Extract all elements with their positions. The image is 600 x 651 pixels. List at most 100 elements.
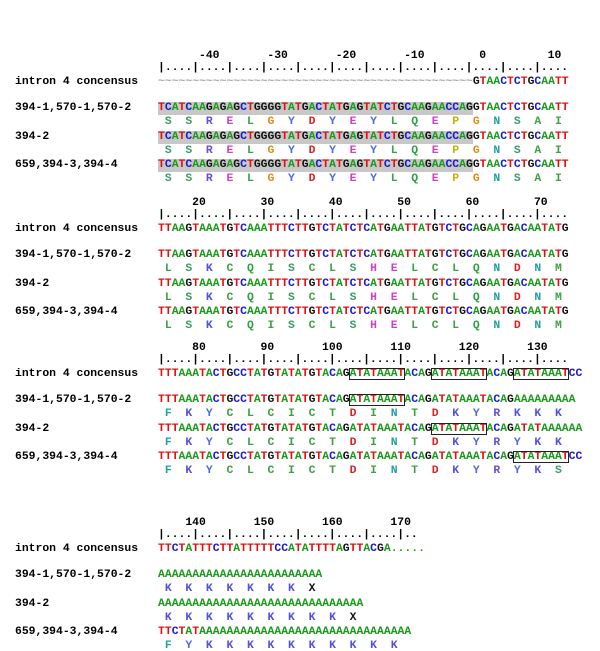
residue: K [185,583,193,595]
residue: A [212,278,220,290]
residue: T [274,306,282,318]
residue: G [267,102,275,114]
residue: K [246,640,254,651]
residue: A [363,626,371,638]
residue: G [185,249,193,261]
residue: A [294,394,302,406]
residue: T [192,249,200,261]
residue [158,116,165,128]
residue: T [192,626,200,638]
residue: A [178,223,186,235]
residue: A [212,159,220,171]
residue: T [370,451,377,463]
residue: G [397,131,405,143]
residue: A [404,394,412,406]
residue: K [288,640,295,651]
residue: T [164,451,172,463]
residue: Q [246,263,254,275]
residue: T [438,223,446,235]
residue: T [219,394,227,406]
residue: A [192,394,200,406]
residue: ~ [390,76,398,88]
residue: T [534,423,542,435]
residue [295,263,302,275]
residue: A [527,306,535,318]
residue: A [335,543,343,555]
residue: A [390,394,398,406]
residue: ~ [411,76,419,88]
residue [466,408,473,420]
residue: T [452,368,460,380]
residue: D [513,292,521,304]
residue: A [445,423,453,435]
residue: A [294,423,302,435]
residue: C [267,437,275,449]
residue: G [479,278,487,290]
residue: N [534,292,542,304]
residue [384,640,391,651]
residue: T [424,223,432,235]
residue: A [212,598,220,610]
residue: ~ [267,76,275,88]
residue [199,292,206,304]
residue: A [411,159,419,171]
residue: T [219,368,227,380]
residue: T [301,368,309,380]
residue [459,292,466,304]
residue: C [445,306,453,318]
residue [172,640,179,651]
residue [281,583,288,595]
residue: G [260,131,268,143]
residue: A [233,626,241,638]
residue: A [534,145,542,157]
residue [480,320,487,332]
residue: A [226,131,234,143]
residue: G [253,159,261,171]
residue [199,640,206,651]
residue: C [308,465,316,477]
residue: S [185,263,193,275]
residue: T [541,223,549,235]
residue: A [178,394,186,406]
residue: A [171,249,179,261]
residue: T [294,543,302,555]
residue: T [438,451,446,463]
residue: C [465,249,473,261]
residue: A [548,76,555,88]
residue [240,465,247,477]
residue: A [349,626,357,638]
residue: S [288,292,295,304]
residue: T [520,76,528,88]
residue [281,408,288,420]
residue: T [267,249,275,261]
translation: S S R E L G Y D Y E Y L Q E P G N S A I [158,116,562,129]
residue [213,145,220,157]
residue: A [486,394,494,406]
residue: G [267,423,275,435]
residue: G [383,223,391,235]
residue: A [534,394,542,406]
residue: A [178,569,186,581]
residue [548,437,555,449]
residue: A [438,102,446,114]
residue: A [192,423,200,435]
residue: N [493,263,501,275]
residue: C [240,159,247,171]
residue: T [178,159,186,171]
residue: C [383,159,391,171]
residue [281,320,288,332]
residue: A [164,598,172,610]
residue: G [377,543,384,555]
residue: T [541,306,549,318]
residue: T [356,543,364,555]
residue: Q [246,292,254,304]
residue: L [246,173,254,185]
residue [254,116,261,128]
residue: T [329,249,336,261]
residue: C [575,368,583,380]
residue: A [431,394,439,406]
residue: A [513,368,521,380]
residue: A [199,278,206,290]
residue: Y [288,116,295,128]
residue: A [288,569,295,581]
